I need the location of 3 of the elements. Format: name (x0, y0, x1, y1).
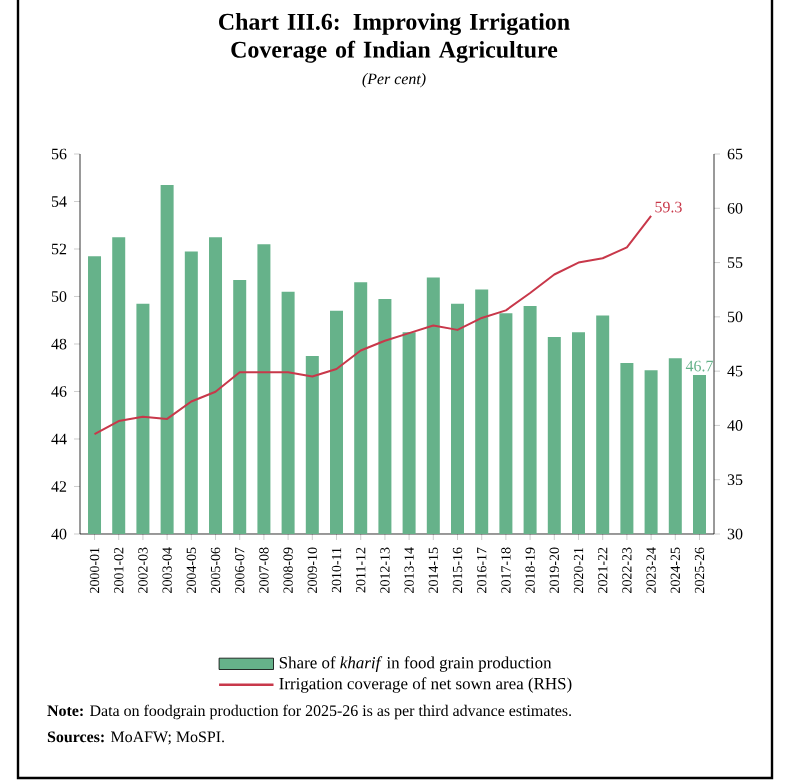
legend-label: Irrigation coverage of net sown area (RHS) (279, 677, 572, 693)
chart-title: Chart III.6: Improving Irrigation Coverage of Indian Agriculture (219, 13, 570, 63)
legend-label: Share of kharif in food grain production (279, 656, 552, 672)
